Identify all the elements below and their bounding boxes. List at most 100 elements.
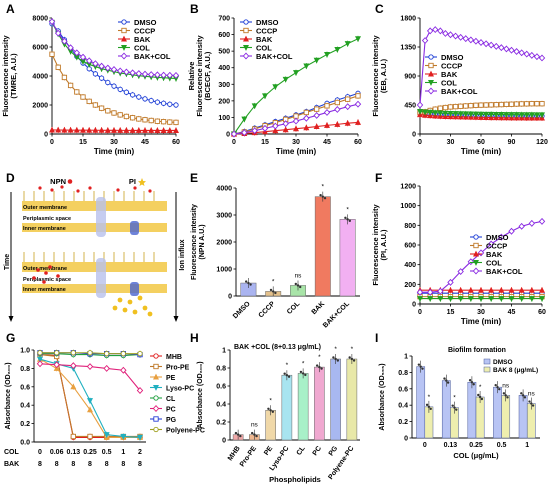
panel-label-a: A: [6, 2, 15, 16]
inner-membrane-band: [22, 284, 167, 293]
significance-mark: *: [302, 360, 305, 367]
legend-label: PC: [166, 406, 176, 413]
data-point: [79, 53, 87, 61]
periplasmic-space-label: Periplasmic space: [23, 277, 71, 283]
legend-marker: [153, 373, 159, 380]
legend-label: BAK: [486, 250, 503, 259]
data-point: [53, 361, 60, 369]
pi-star: [122, 307, 128, 313]
data-point: [513, 112, 520, 119]
data-point: [104, 351, 110, 357]
legend-label: COL: [134, 43, 150, 52]
significance-mark: *: [453, 395, 456, 402]
pi-star: [117, 297, 123, 303]
data-point: [173, 119, 179, 126]
data-point: [467, 111, 474, 118]
inner-protein: [130, 221, 139, 235]
legend-npn-label: NPN: [50, 177, 66, 186]
data-point: [468, 102, 474, 109]
data-point: [313, 57, 320, 64]
y-tick-label: 200: [218, 98, 230, 105]
data-point: [508, 46, 515, 54]
data-point: [120, 366, 127, 374]
data-point: [488, 102, 494, 108]
data-point: [529, 101, 535, 107]
x-axis-label: Time (min): [461, 317, 502, 326]
data-point: [98, 126, 105, 133]
data-point: [92, 102, 99, 108]
data-point: [452, 111, 459, 117]
data-point: [447, 286, 454, 293]
npn-dot: [76, 189, 80, 193]
data-point: [120, 351, 126, 357]
significance-mark: *: [479, 384, 482, 391]
data-point: [437, 27, 444, 35]
data-point: [73, 126, 80, 133]
data-point: [262, 93, 268, 100]
data-point: [117, 112, 123, 118]
replicate-dot: [336, 359, 340, 362]
panel-f-line-chart: 0 200 400 600 800 1000 1200 0 15 30 45 60 Time (min)…: [371, 184, 546, 327]
legend-marker: [243, 27, 249, 34]
legend-label: CCCP: [256, 26, 277, 35]
data-point: [160, 100, 167, 106]
data-point: [154, 118, 161, 124]
data-point: [80, 126, 86, 133]
data-point: [154, 127, 161, 133]
replicate-dot: [419, 365, 422, 368]
data-point: [154, 71, 161, 79]
x-tick-label: 0: [38, 449, 42, 456]
replicate-dot: [299, 285, 302, 289]
legend-marker: [473, 259, 479, 266]
legend-label: BAK+COL: [256, 52, 293, 61]
x-tick-label: 0: [232, 139, 236, 146]
legend-label: DMSO: [493, 359, 513, 366]
replicate-dot: [502, 392, 506, 395]
replicate-dot: [504, 394, 507, 397]
data-point: [355, 36, 361, 43]
inner-membrane-label: Inner membrane: [23, 226, 66, 232]
data-point: [498, 296, 505, 302]
data-point: [355, 119, 361, 125]
y-tick-label: 0.6: [216, 384, 226, 391]
replicate-dot: [425, 403, 429, 407]
panel-label-f: F: [375, 171, 382, 185]
data-point: [85, 57, 93, 65]
replicate-dot: [301, 372, 305, 375]
bar: [475, 396, 485, 439]
x-tick-label: 0.13: [67, 449, 81, 456]
data-point: [498, 286, 505, 293]
y-tick-label: 0: [228, 294, 232, 301]
y-tick-label: 1800: [400, 16, 416, 23]
data-point: [528, 219, 536, 227]
y-tick-label: 0: [226, 132, 230, 139]
data-point: [282, 120, 289, 128]
data-point: [61, 126, 68, 133]
data-point: [67, 126, 74, 133]
panel-d-membrane-diagram: NPN PI Outer membrane Periplasmic space Inne…: [4, 177, 186, 322]
x-tick-label: PE: [263, 445, 274, 457]
pi-star-icon: [138, 178, 146, 186]
y-tick-label: 0.6: [20, 384, 30, 391]
replicate-dot: [245, 280, 248, 283]
data-point: [345, 96, 351, 102]
data-point: [483, 111, 490, 118]
y-axis-label: Fluorescence intensity: [195, 35, 204, 117]
data-point: [508, 101, 515, 107]
significance-mark: *: [272, 278, 275, 285]
data-point: [503, 112, 510, 118]
data-point: [272, 127, 279, 134]
replicate-dot: [321, 195, 324, 198]
data-point: [147, 71, 155, 79]
y-axis-label: Absorbance (OD₆₀₀): [5, 362, 12, 429]
x-tick-label: 60: [477, 139, 485, 146]
x-tick-label-row2: 8: [38, 461, 42, 468]
x-tick-label: 60: [538, 309, 546, 316]
data-point: [313, 123, 320, 130]
significance-mark: ns: [251, 422, 259, 429]
data-point: [117, 127, 124, 133]
y-tick-label: 450: [404, 103, 416, 110]
data-point: [104, 64, 112, 72]
legend-marker: [427, 87, 435, 95]
data-point: [123, 113, 130, 120]
